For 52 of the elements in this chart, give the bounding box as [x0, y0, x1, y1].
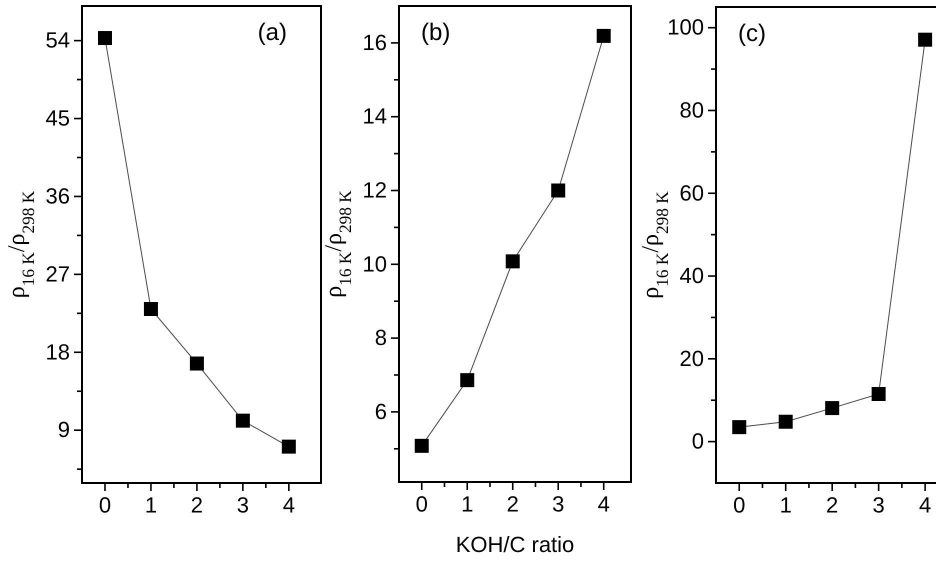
point [144, 302, 158, 316]
annotation: (c) [738, 20, 766, 47]
x-tick-label: 1 [144, 492, 158, 518]
y-tick-label: 36 [46, 183, 70, 208]
x-tick-label: 1 [780, 492, 792, 518]
x-tick-label: 2 [190, 492, 204, 518]
x-tick-label: 3 [552, 492, 564, 517]
y-tick-label: 100 [667, 14, 704, 40]
y-tick-label: 0 [692, 428, 704, 454]
x-tick-label: 1 [461, 492, 474, 517]
y-tick-label: 60 [680, 180, 704, 206]
point [778, 414, 793, 429]
y-tick-label: 10 [362, 251, 387, 276]
point [282, 440, 296, 454]
y-tick-label: 18 [46, 339, 70, 364]
y-tick-label: 20 [680, 346, 704, 371]
y-tick-label: 54 [46, 28, 70, 53]
x-tick-label: 4 [282, 492, 295, 518]
point [872, 387, 886, 402]
point [190, 356, 204, 371]
y-tick-label: 45 [46, 106, 70, 131]
y-tick-label: 8 [374, 325, 387, 350]
y-tick-label: 9 [58, 417, 70, 442]
x-tick-label: 2 [826, 492, 838, 518]
x-tick-label: 0 [98, 492, 112, 518]
point [551, 183, 566, 198]
y-tick-label: 14 [362, 104, 387, 129]
annotation: (a) [258, 19, 287, 46]
x-tick-label: 0 [416, 492, 428, 517]
y-tick-label: 6 [374, 398, 387, 424]
x-axis-title: KOH/C ratio [456, 532, 574, 557]
y-tick-label: 12 [362, 178, 387, 203]
point [918, 32, 932, 47]
x-tick-label: 3 [236, 492, 249, 518]
x-tick-label: 2 [506, 492, 519, 517]
x-tick-label: 4 [918, 492, 932, 518]
x-tick-label: 4 [598, 492, 610, 517]
point [825, 401, 840, 416]
point [98, 31, 112, 46]
point [236, 414, 250, 428]
point [506, 254, 520, 268]
y-tick-label: 40 [680, 263, 704, 288]
y-tick-label: 16 [362, 30, 387, 55]
point [732, 420, 746, 434]
point [460, 373, 474, 388]
y-tick-label: 27 [46, 261, 70, 286]
x-tick-label: 3 [872, 492, 885, 518]
x-tick-label: 0 [733, 492, 746, 518]
annotation: (b) [421, 19, 450, 46]
point [414, 438, 429, 453]
y-tick-label: 80 [680, 98, 704, 123]
point [596, 28, 611, 43]
